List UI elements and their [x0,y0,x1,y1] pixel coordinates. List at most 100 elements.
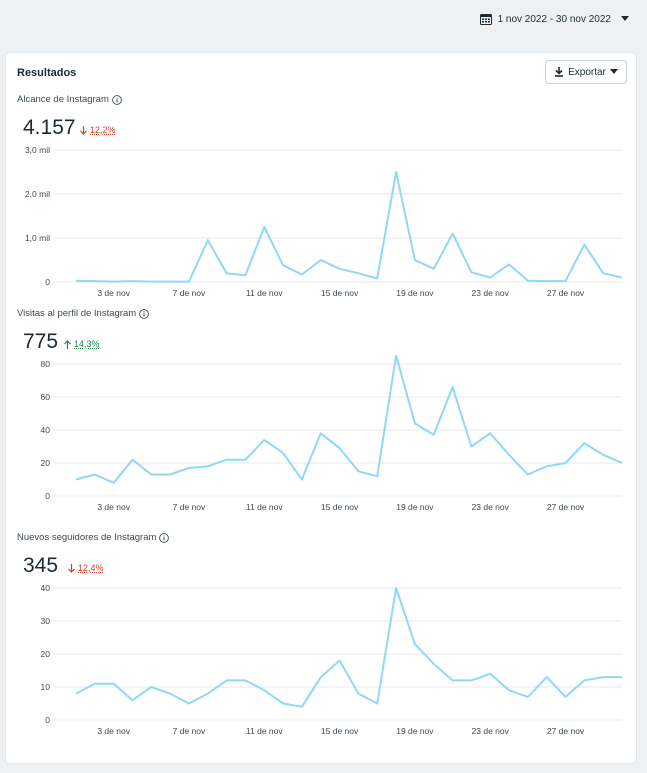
reach-data-point[interactable] [111,279,117,285]
visits-data-point[interactable] [299,477,305,483]
reach-data-point[interactable] [412,257,418,263]
followers-data-point[interactable] [224,677,230,683]
visits-data-point[interactable] [412,420,418,426]
visits-data-point[interactable] [431,432,437,438]
reach-data-point[interactable] [73,278,79,284]
followers-data-point[interactable] [487,671,493,677]
info-icon[interactable] [139,308,150,319]
visits-data-point[interactable] [337,445,343,451]
visits-data-point[interactable] [186,465,192,471]
visits-data-point[interactable] [355,468,361,474]
followers-data-point[interactable] [506,687,512,693]
visits-data-point[interactable] [148,472,154,478]
visits-x-tick-label: 11 de nov [246,502,283,512]
info-icon[interactable] [159,532,170,543]
visits-data-point[interactable] [224,457,230,463]
reach-data-point[interactable] [299,272,305,278]
visits-data-point[interactable] [374,473,380,479]
reach-data-point[interactable] [450,231,456,237]
visits-data-point[interactable] [525,472,531,478]
caret-down-icon [621,16,629,21]
export-button[interactable]: Exportar [545,60,627,84]
followers-data-point[interactable] [337,658,343,664]
followers-data-point[interactable] [186,701,192,707]
visits-data-point[interactable] [242,457,248,463]
followers-data-point[interactable] [111,681,117,687]
reach-data-point[interactable] [318,257,324,263]
followers-data-point[interactable] [468,677,474,683]
visits-data-point[interactable] [111,480,117,486]
date-range-picker[interactable]: 1 nov 2022 - 30 nov 2022 [479,10,629,28]
visits-data-point[interactable] [544,463,550,469]
reach-data-point[interactable] [261,224,267,230]
reach-data-point[interactable] [186,279,192,285]
followers-data-point[interactable] [242,677,248,683]
reach-data-point[interactable] [525,278,531,284]
visits-data-point[interactable] [581,440,587,446]
reach-data-point[interactable] [224,270,230,276]
reach-data-point[interactable] [544,278,550,284]
reach-data-point[interactable] [242,272,248,278]
followers-data-point[interactable] [525,694,531,700]
reach-data-point[interactable] [337,266,343,272]
visits-data-point[interactable] [487,430,493,436]
visits-data-point[interactable] [468,444,474,450]
reach-data-point[interactable] [205,237,211,243]
reach-data-point[interactable] [374,275,380,281]
followers-data-point[interactable] [261,687,267,693]
reach-data-point[interactable] [431,266,437,272]
visits-data-point[interactable] [619,460,625,466]
visits-data-point[interactable] [563,460,569,466]
reach-x-tick-label: 15 de nov [321,288,359,298]
reach-data-point[interactable] [600,270,606,276]
visits-data-point[interactable] [600,452,606,458]
visits-data-point[interactable] [393,353,399,359]
followers-data-point[interactable] [431,661,437,667]
visits-data-point[interactable] [129,457,135,463]
reach-data-point[interactable] [129,278,135,284]
reach-data-point[interactable] [280,262,286,268]
visits-data-point[interactable] [261,437,267,443]
visits-data-point[interactable] [318,430,324,436]
followers-data-point[interactable] [129,697,135,703]
followers-data-point[interactable] [581,677,587,683]
reach-data-point[interactable] [355,270,361,276]
reach-data-point[interactable] [506,261,512,267]
followers-data-point[interactable] [280,701,286,707]
followers-data-point[interactable] [374,701,380,707]
reach-data-point[interactable] [92,278,98,284]
followers-data-point[interactable] [92,681,98,687]
reach-data-point[interactable] [581,242,587,248]
reach-data-point[interactable] [487,275,493,281]
followers-data-point[interactable] [619,674,625,680]
visits-data-point[interactable] [450,384,456,390]
visits-data-point[interactable] [280,450,286,456]
reach-data-point[interactable] [393,169,399,175]
visits-data-point[interactable] [73,477,79,483]
followers-data-point[interactable] [205,691,211,697]
followers-data-point[interactable] [318,674,324,680]
followers-data-point[interactable] [167,691,173,697]
visits-data-point[interactable] [506,452,512,458]
info-icon[interactable] [112,94,122,105]
reach-x-tick-label: 7 de nov [173,288,206,298]
followers-data-point[interactable] [148,684,154,690]
followers-data-point[interactable] [563,694,569,700]
visits-data-point[interactable] [167,472,173,478]
reach-data-point[interactable] [619,275,625,281]
followers-data-point[interactable] [393,585,399,591]
followers-data-point[interactable] [73,691,79,697]
followers-data-point[interactable] [544,674,550,680]
reach-data-point[interactable] [167,279,173,285]
visits-data-point[interactable] [205,463,211,469]
reach-data-point[interactable] [148,279,154,285]
reach-data-point[interactable] [563,278,569,284]
followers-data-point[interactable] [450,677,456,683]
followers-data-point[interactable] [355,691,361,697]
followers-data-point[interactable] [412,641,418,647]
reach-data-point[interactable] [468,269,474,275]
visits-data-point[interactable] [92,472,98,478]
followers-data-point[interactable] [600,674,606,680]
followers-data-point[interactable] [299,704,305,710]
visits-y-tick-label: 80 [41,359,51,369]
